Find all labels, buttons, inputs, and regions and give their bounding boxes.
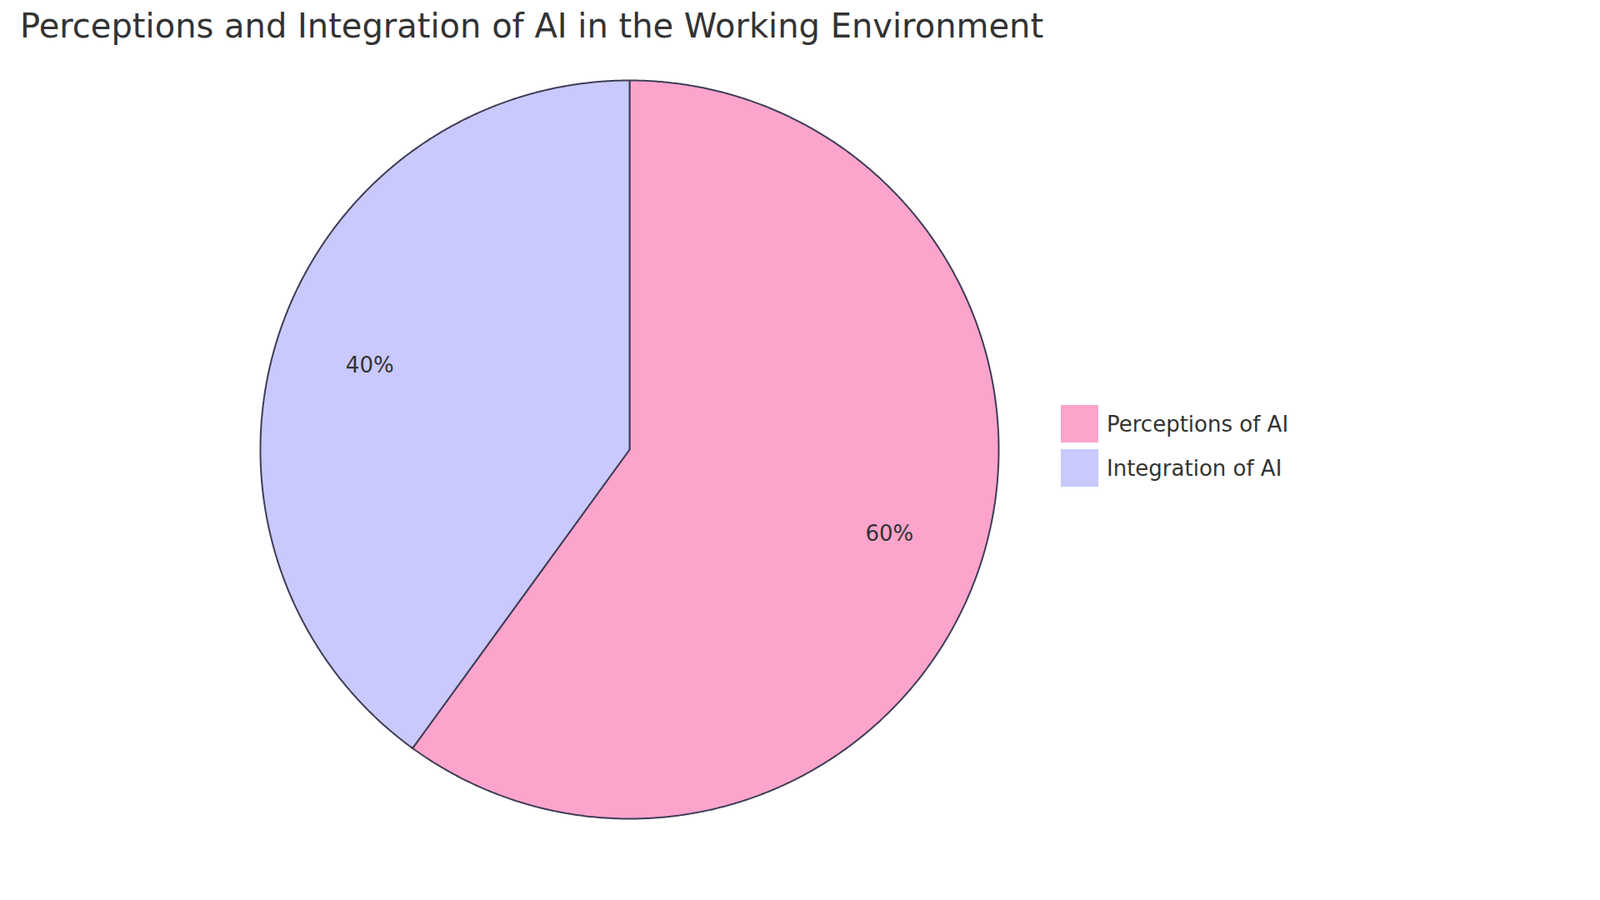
- svg-text:40%: 40%: [345, 352, 395, 378]
- html-text:Perceptions and Integration of: Perceptions and Integration of AI in the…: [20, 6, 1044, 45]
- html-text:Perceptions of AI: Perceptions of AI: [1106, 411, 1289, 437]
- svg-text:60%: 60%: [865, 520, 914, 546]
- html-text:Integration of AI: Integration of AI: [1106, 455, 1282, 481]
